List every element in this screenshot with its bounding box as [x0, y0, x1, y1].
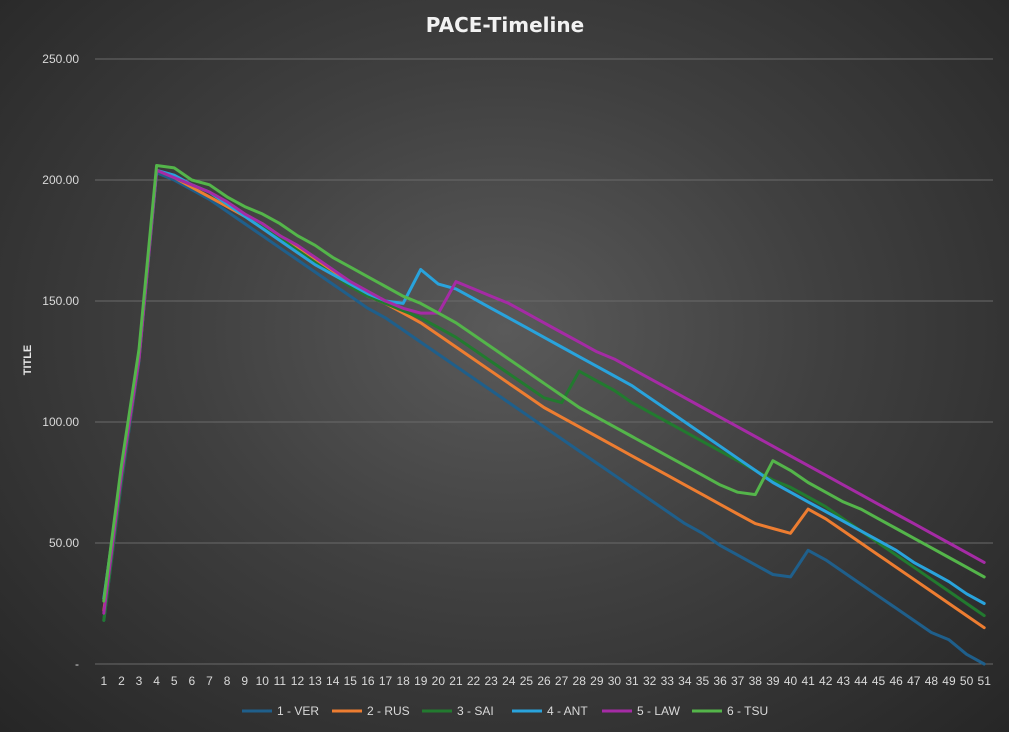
x-tick-label: 2 — [118, 674, 125, 688]
x-tick-label: 46 — [889, 674, 903, 688]
legend-label-6: 6 - TSU — [727, 704, 768, 718]
x-tick-label: 29 — [590, 674, 604, 688]
x-tick-label: 21 — [449, 674, 463, 688]
legend-label-4: 4 - ANT — [547, 704, 588, 718]
x-tick-label: 44 — [854, 674, 868, 688]
grid-lines — [95, 58, 993, 665]
x-tick-label: 16 — [361, 674, 375, 688]
y-tick-labels: - 50.00 100.00 150.00 200.00 250.00 — [42, 52, 79, 671]
x-tick-label: 19 — [414, 674, 428, 688]
x-tick-label: 18 — [396, 674, 410, 688]
legend-label-1: 1 - VER — [277, 704, 319, 718]
x-tick-label: 42 — [819, 674, 833, 688]
series-line-6 — [102, 164, 986, 603]
x-tick-label: 12 — [291, 674, 305, 688]
x-tick-label: 27 — [555, 674, 569, 688]
x-tick-label: 33 — [661, 674, 675, 688]
x-tick-label: 48 — [925, 674, 939, 688]
x-tick-label: 49 — [942, 674, 956, 688]
x-tick-label: 45 — [872, 674, 886, 688]
x-tick-label: 43 — [837, 674, 851, 688]
x-tick-label: 6 — [188, 674, 195, 688]
series-line-3 — [102, 168, 986, 622]
series-line-5 — [102, 168, 986, 615]
y-tick-label: 50.00 — [49, 536, 79, 550]
y-tick-label: 200.00 — [42, 173, 79, 187]
x-tick-label: 51 — [978, 674, 992, 688]
x-tick-label: 23 — [484, 674, 498, 688]
series-line-4 — [102, 168, 986, 605]
x-tick-label: 17 — [379, 674, 393, 688]
x-tick-label: 50 — [960, 674, 974, 688]
x-tick-label: 47 — [907, 674, 921, 688]
x-tick-label: 28 — [573, 674, 587, 688]
x-tick-label: 22 — [467, 674, 481, 688]
x-tick-label: 40 — [784, 674, 798, 688]
y-tick-label: 150.00 — [42, 294, 79, 308]
legend: 1 - VER 2 - RUS 3 - SAI 4 - ANT 5 - LAW 6 - T… — [242, 704, 768, 718]
x-tick-label: 9 — [241, 674, 248, 688]
x-tick-label: 39 — [766, 674, 780, 688]
y-axis-label: TITLE — [22, 345, 34, 376]
y-tick-label: - — [75, 657, 79, 671]
x-tick-label: 35 — [696, 674, 710, 688]
x-tick-label: 34 — [678, 674, 692, 688]
series-lines — [102, 164, 986, 666]
series-line-1 — [102, 171, 986, 666]
x-tick-label: 1 — [100, 674, 107, 688]
x-tick-label: 41 — [801, 674, 815, 688]
x-tick-label: 25 — [520, 674, 534, 688]
x-tick-label: 36 — [713, 674, 727, 688]
y-tick-label: 250.00 — [42, 52, 79, 66]
legend-label-5: 5 - LAW — [637, 704, 681, 718]
legend-label-2: 2 - RUS — [367, 704, 410, 718]
x-tick-label: 20 — [432, 674, 446, 688]
x-tick-label: 32 — [643, 674, 657, 688]
x-tick-label: 24 — [502, 674, 516, 688]
y-tick-label: 100.00 — [42, 415, 79, 429]
x-tick-label: 30 — [608, 674, 622, 688]
x-tick-label: 11 — [274, 674, 287, 688]
x-tick-label: 3 — [136, 674, 143, 688]
x-tick-labels: 1 2 3 4 5 6 7 8 9 10 11 12 13 14 15 16 17 18 19 20 21 22 23 24 2… — [100, 674, 991, 688]
x-tick-label: 15 — [344, 674, 358, 688]
x-tick-label: 5 — [171, 674, 178, 688]
legend-label-3: 3 - SAI — [457, 704, 494, 718]
x-tick-label: 31 — [625, 674, 639, 688]
x-tick-label: 14 — [326, 674, 340, 688]
x-tick-label: 13 — [308, 674, 322, 688]
x-tick-label: 38 — [749, 674, 763, 688]
x-tick-label: 26 — [537, 674, 551, 688]
x-tick-label: 8 — [224, 674, 231, 688]
x-tick-label: 7 — [206, 674, 213, 688]
x-tick-label: 4 — [153, 674, 160, 688]
x-tick-label: 10 — [256, 674, 270, 688]
x-tick-label: 37 — [731, 674, 745, 688]
chart-title: PACE-Timeline — [426, 13, 584, 37]
